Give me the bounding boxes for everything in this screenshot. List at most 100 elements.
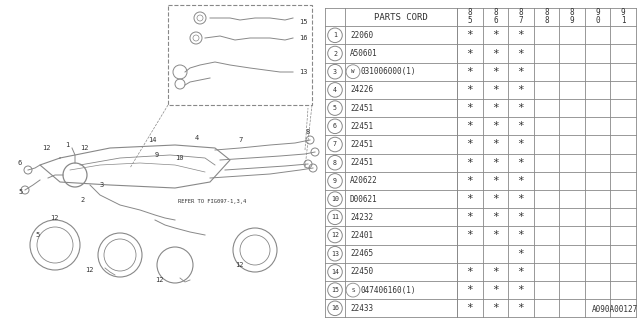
Text: *: * xyxy=(492,67,499,77)
Text: 22450: 22450 xyxy=(350,268,373,276)
Text: 16: 16 xyxy=(299,35,307,41)
Text: 24232: 24232 xyxy=(350,213,373,222)
Text: *: * xyxy=(518,212,524,222)
Text: 5: 5 xyxy=(333,105,337,111)
Text: 15: 15 xyxy=(331,287,339,293)
Text: *: * xyxy=(518,176,524,186)
Text: *: * xyxy=(467,285,473,295)
Text: 10: 10 xyxy=(331,196,339,202)
Text: 7: 7 xyxy=(238,137,243,143)
Text: *: * xyxy=(467,121,473,131)
Text: *: * xyxy=(518,67,524,77)
Text: 5: 5 xyxy=(467,16,472,25)
Text: A20622: A20622 xyxy=(350,176,378,185)
Text: *: * xyxy=(467,267,473,277)
Text: 14: 14 xyxy=(331,269,339,275)
Text: 12: 12 xyxy=(235,262,243,268)
Text: 031006000(1): 031006000(1) xyxy=(361,67,416,76)
Text: 13: 13 xyxy=(331,251,339,257)
Text: 9: 9 xyxy=(595,7,600,17)
Text: *: * xyxy=(492,49,499,59)
Text: *: * xyxy=(467,30,473,40)
Text: *: * xyxy=(518,249,524,259)
Bar xyxy=(168,5,312,105)
Text: 3: 3 xyxy=(100,182,104,188)
Text: *: * xyxy=(492,230,499,241)
Text: *: * xyxy=(467,103,473,113)
Text: 5: 5 xyxy=(18,189,22,195)
Text: *: * xyxy=(518,230,524,241)
Text: *: * xyxy=(492,121,499,131)
Text: A090A00127: A090A00127 xyxy=(592,305,638,314)
Text: 12: 12 xyxy=(331,233,339,238)
Text: S: S xyxy=(351,288,355,292)
Text: 8: 8 xyxy=(493,7,498,17)
Text: 22451: 22451 xyxy=(350,158,373,167)
Text: 9: 9 xyxy=(333,178,337,184)
Text: *: * xyxy=(467,67,473,77)
Text: 22401: 22401 xyxy=(350,231,373,240)
Text: *: * xyxy=(492,85,499,95)
Text: *: * xyxy=(467,194,473,204)
Text: REFER TO FIG097-1,3,4: REFER TO FIG097-1,3,4 xyxy=(178,199,246,204)
Text: *: * xyxy=(467,230,473,241)
Text: 22451: 22451 xyxy=(350,140,373,149)
Text: 22433: 22433 xyxy=(350,304,373,313)
Text: *: * xyxy=(467,176,473,186)
Text: D00621: D00621 xyxy=(350,195,378,204)
Text: *: * xyxy=(518,103,524,113)
Text: *: * xyxy=(492,176,499,186)
Text: 4: 4 xyxy=(333,87,337,93)
Text: *: * xyxy=(492,194,499,204)
Text: 12: 12 xyxy=(42,145,51,151)
Text: 2: 2 xyxy=(333,51,337,57)
Text: 14: 14 xyxy=(148,137,157,143)
Text: 8: 8 xyxy=(544,7,549,17)
Text: *: * xyxy=(467,85,473,95)
Text: *: * xyxy=(492,303,499,313)
Text: 8: 8 xyxy=(305,129,309,135)
Text: *: * xyxy=(518,267,524,277)
Text: W: W xyxy=(351,69,355,74)
Text: *: * xyxy=(492,158,499,168)
Text: 1: 1 xyxy=(333,32,337,38)
Text: 4: 4 xyxy=(195,135,199,141)
Text: 9: 9 xyxy=(155,152,159,158)
Text: *: * xyxy=(492,267,499,277)
Text: 8: 8 xyxy=(467,7,472,17)
Text: 15: 15 xyxy=(299,19,307,25)
Text: 6: 6 xyxy=(493,16,498,25)
Text: 24226: 24226 xyxy=(350,85,373,94)
Text: *: * xyxy=(492,212,499,222)
Text: 22060: 22060 xyxy=(350,31,373,40)
Text: 1: 1 xyxy=(621,16,625,25)
Text: *: * xyxy=(467,303,473,313)
Text: *: * xyxy=(518,285,524,295)
Text: *: * xyxy=(492,103,499,113)
Text: PARTS CORD: PARTS CORD xyxy=(374,12,428,22)
Text: *: * xyxy=(467,49,473,59)
Text: *: * xyxy=(518,121,524,131)
Text: 6: 6 xyxy=(18,160,22,166)
Text: 9: 9 xyxy=(570,16,574,25)
Text: 10: 10 xyxy=(175,155,184,161)
Text: *: * xyxy=(518,194,524,204)
Text: 3: 3 xyxy=(333,69,337,75)
Text: 6: 6 xyxy=(333,123,337,129)
Text: 0: 0 xyxy=(595,16,600,25)
Text: 8: 8 xyxy=(518,7,524,17)
Text: *: * xyxy=(518,158,524,168)
Text: 5: 5 xyxy=(35,232,39,238)
Text: 7: 7 xyxy=(518,16,524,25)
Text: 12: 12 xyxy=(80,145,88,151)
Text: *: * xyxy=(467,140,473,149)
Text: 12: 12 xyxy=(85,267,93,273)
Text: 1: 1 xyxy=(65,142,69,148)
Text: *: * xyxy=(518,303,524,313)
Text: 7: 7 xyxy=(333,141,337,148)
Text: *: * xyxy=(492,140,499,149)
Text: 8: 8 xyxy=(570,7,574,17)
Text: 8: 8 xyxy=(544,16,549,25)
Text: 12: 12 xyxy=(155,277,163,283)
Text: 8: 8 xyxy=(333,160,337,166)
